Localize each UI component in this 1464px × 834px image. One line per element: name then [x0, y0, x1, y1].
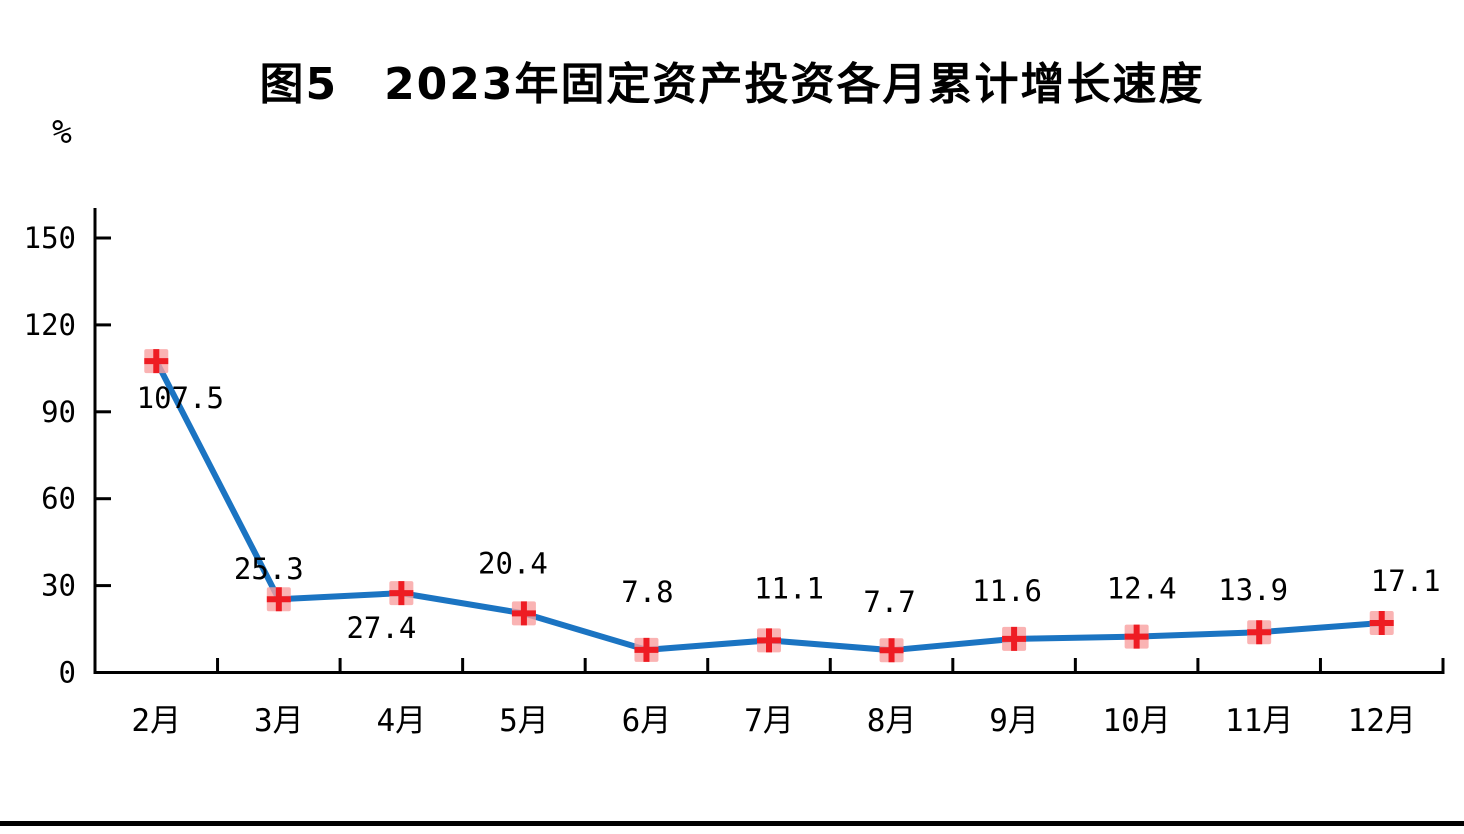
plus-marker-icon — [1124, 624, 1149, 649]
data-point-label: 20.4 — [478, 546, 548, 580]
plus-marker-icon — [511, 601, 536, 626]
data-point-label: 11.1 — [754, 571, 824, 605]
x-tick-label: 6月 — [622, 703, 672, 739]
y-tick-labels: 0 30 60 90 120 150 — [24, 221, 76, 690]
x-tick-label: 8月 — [867, 703, 917, 739]
data-point-label: 12.4 — [1107, 572, 1177, 606]
y-tick-label: 150 — [24, 221, 76, 255]
data-point-label: 17.1 — [1371, 564, 1441, 598]
data-point-markers — [144, 349, 1394, 663]
y-tick-label: 120 — [24, 308, 76, 342]
axes — [93, 208, 1445, 674]
plus-marker-icon — [389, 581, 414, 606]
data-point-label: 13.9 — [1218, 573, 1288, 607]
x-tick-label: 11月 — [1225, 703, 1293, 739]
x-tick-label: 10月 — [1102, 703, 1170, 739]
data-point-label: 27.4 — [346, 611, 416, 645]
plus-marker-icon — [757, 628, 781, 653]
x-axis-ticks — [216, 658, 1445, 673]
plus-marker-icon — [144, 349, 169, 374]
y-tick-label: 60 — [41, 482, 76, 516]
plus-marker-icon — [266, 587, 291, 612]
plus-marker-icon — [1247, 620, 1272, 645]
chart-title: 图5 2023年固定资产投资各月累计增长速度 — [259, 59, 1205, 110]
x-tick-label: 12月 — [1348, 703, 1416, 739]
plus-marker-icon — [879, 638, 904, 663]
x-tick-label: 4月 — [377, 703, 427, 739]
data-point-label: 7.7 — [863, 585, 915, 619]
data-point-label: 11.6 — [972, 574, 1042, 608]
data-point-label: 7.8 — [621, 575, 673, 609]
plus-marker-icon — [1369, 610, 1394, 635]
x-tick-label: 9月 — [989, 703, 1039, 739]
plus-marker-icon — [634, 637, 659, 662]
x-tick-label: 2月 — [131, 703, 181, 739]
x-tick-labels: 2月 3月 4月 5月 6月 7月 8月 9月 10月 11月 12月 — [131, 703, 1415, 739]
y-tick-label: 0 — [59, 656, 76, 690]
data-point-label: 107.5 — [137, 381, 224, 415]
data-line — [153, 358, 1385, 654]
bottom-divider — [0, 821, 1464, 826]
y-tick-label: 90 — [41, 395, 76, 429]
x-tick-label: 7月 — [744, 703, 794, 739]
x-tick-label: 5月 — [499, 703, 549, 739]
y-tick-label: 30 — [41, 569, 76, 603]
y-axis-unit-label: % — [52, 112, 72, 151]
data-labels: 107.5 25.3 27.4 20.4 7.8 11.1 7.7 11.6 12.4 13.9 1… — [137, 381, 1441, 645]
data-point-label: 25.3 — [234, 552, 304, 586]
line-chart: 0 30 60 90 120 150 2月 3月 4月 5月 6月 7月 8月 9月 10月 11月 12月 10… — [24, 208, 1445, 739]
x-tick-label: 3月 — [254, 703, 304, 739]
y-axis-ticks — [95, 236, 111, 588]
plus-marker-icon — [1002, 626, 1027, 651]
